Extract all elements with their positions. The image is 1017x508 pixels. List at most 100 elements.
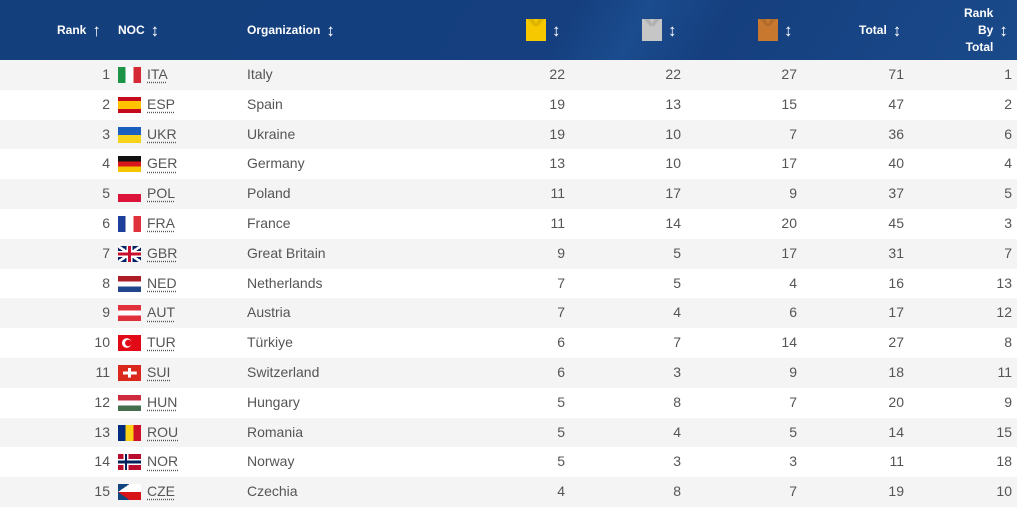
rank-by-total-cell: 10 — [996, 483, 1012, 500]
sort-icon: ↕ — [892, 20, 902, 40]
sort-icon: ↕ — [150, 20, 160, 40]
noc-link[interactable]: POL — [147, 185, 176, 202]
total-column-header[interactable]: Total ↕ — [859, 0, 901, 60]
sort-ascending-icon: ↑ — [92, 20, 101, 40]
gold-cell: 22 — [549, 66, 565, 82]
table-row[interactable]: 1 ITA Italy 22 22 27 71 1 — [0, 60, 1017, 90]
gold-cell: 6 — [557, 364, 565, 380]
noc-link[interactable]: AUT — [147, 304, 175, 321]
rank-cell: 12 — [94, 393, 110, 410]
flag-ita-icon — [118, 67, 141, 83]
table-row[interactable]: 8 NED Netherlands 7 5 4 16 13 — [0, 269, 1017, 299]
table-row[interactable]: 15 CZE Czechia 4 8 7 19 10 — [0, 477, 1017, 507]
bronze-cell: 20 — [781, 215, 797, 231]
rank-cell: 9 — [102, 304, 110, 321]
noc-link[interactable]: TUR — [147, 334, 176, 351]
total-cell: 16 — [888, 274, 904, 291]
bronze-medal-icon — [758, 19, 778, 41]
table-row[interactable]: 13 ROU Romania 5 4 5 14 15 — [0, 417, 1017, 448]
rank-cell: 4 — [102, 155, 110, 172]
noc-link[interactable]: GER — [147, 155, 178, 172]
table-row[interactable]: 3 UKR Ukraine 19 10 7 36 6 — [0, 119, 1017, 150]
rank-by-total-cell: 6 — [1004, 125, 1012, 142]
table-row[interactable]: 5 POL Poland 11 17 9 37 5 — [0, 179, 1017, 209]
rank-cell: 5 — [102, 185, 110, 202]
rank-column-header[interactable]: Rank ↑ — [57, 0, 101, 60]
table-row[interactable]: 9 AUT Austria 7 4 6 17 12 — [0, 298, 1017, 329]
sort-icon: ↕ — [326, 20, 335, 40]
silver-cell: 3 — [673, 364, 681, 380]
noc-link[interactable]: CZE — [147, 483, 175, 500]
table-row[interactable]: 2 ESP Spain 19 13 15 47 2 — [0, 90, 1017, 120]
rank-cell: 10 — [94, 334, 110, 351]
organization-header-label: Organization — [247, 23, 321, 37]
noc-link[interactable]: FRA — [147, 215, 175, 231]
bronze-column-header[interactable]: ↕ — [758, 0, 793, 60]
rank-cell: 13 — [94, 423, 110, 440]
organization-cell: Hungary — [247, 393, 300, 410]
gold-column-header[interactable]: ↕ — [526, 0, 561, 60]
bronze-cell: 3 — [789, 453, 797, 470]
organization-column-header[interactable]: Organization ↕ — [247, 0, 335, 60]
rank-by-total-header-label: Rank By Total — [964, 5, 994, 54]
rank-by-total-cell: 12 — [996, 304, 1012, 321]
rank-cell: 14 — [94, 453, 110, 470]
bronze-cell: 6 — [789, 304, 797, 321]
noc-link[interactable]: UKR — [147, 125, 177, 142]
noc-link[interactable]: NED — [147, 274, 177, 291]
gold-cell: 6 — [557, 334, 565, 351]
bronze-cell: 5 — [789, 423, 797, 440]
silver-cell: 5 — [673, 244, 681, 261]
rank-cell: 6 — [102, 215, 110, 231]
rank-by-total-cell: 7 — [1004, 244, 1012, 261]
flag-esp-icon — [118, 96, 141, 113]
table-row[interactable]: 7 GBR Great Britain 9 5 17 31 7 — [0, 238, 1017, 269]
total-cell: 14 — [888, 423, 904, 440]
total-cell: 45 — [888, 215, 904, 231]
noc-link[interactable]: NOR — [147, 453, 179, 470]
silver-column-header[interactable]: ↕ — [642, 0, 677, 60]
table-row[interactable]: 6 FRA France 11 14 20 45 3 — [0, 209, 1017, 239]
rank-by-total-cell: 8 — [1004, 334, 1012, 351]
noc-link[interactable]: ESP — [147, 95, 176, 112]
gold-cell: 5 — [557, 423, 565, 440]
total-cell: 36 — [888, 125, 904, 142]
table-row[interactable]: 12 HUN Hungary 5 8 7 20 9 — [0, 388, 1017, 418]
organization-cell: Norway — [247, 453, 295, 470]
organization-cell: Switzerland — [247, 364, 320, 380]
noc-link[interactable]: ROU — [147, 423, 179, 440]
flag-aut-icon — [118, 305, 141, 322]
bronze-cell: 7 — [789, 393, 797, 410]
noc-link[interactable]: HUN — [147, 393, 178, 410]
gold-cell: 4 — [557, 483, 565, 500]
rank-cell: 3 — [102, 125, 110, 142]
bronze-cell: 15 — [781, 95, 797, 112]
silver-cell: 22 — [665, 66, 681, 82]
table-row[interactable]: 14 NOR Norway 5 3 3 11 18 — [0, 447, 1017, 477]
noc-link[interactable]: ITA — [147, 66, 168, 82]
rank-by-total-cell: 5 — [1004, 185, 1012, 202]
table-row[interactable]: 11 SUI Switzerland 6 3 9 18 11 — [0, 358, 1017, 388]
organization-cell: Austria — [247, 304, 291, 321]
rank-cell: 7 — [102, 244, 110, 261]
bronze-cell: 14 — [781, 334, 797, 351]
flag-pol-icon — [118, 186, 141, 203]
total-header-label: Total — [859, 23, 887, 37]
bronze-cell: 7 — [789, 483, 797, 500]
noc-link[interactable]: SUI — [147, 364, 171, 380]
bronze-cell: 27 — [781, 66, 797, 82]
flag-fra-icon — [118, 216, 141, 232]
organization-cell: France — [247, 215, 291, 231]
rank-by-total-column-header[interactable]: Rank By Total ↕ — [964, 0, 1008, 60]
silver-cell: 4 — [673, 423, 681, 440]
table-row[interactable]: 10 TUR Türkiye 6 7 14 27 8 — [0, 328, 1017, 358]
noc-column-header[interactable]: NOC ↕ — [118, 0, 159, 60]
table-row[interactable]: 4 GER Germany 13 10 17 40 4 — [0, 149, 1017, 179]
total-cell: 40 — [888, 155, 904, 172]
rank-by-total-cell: 15 — [996, 423, 1012, 440]
noc-link[interactable]: GBR — [147, 244, 178, 261]
gold-cell: 19 — [549, 95, 565, 112]
organization-cell: Romania — [247, 423, 304, 440]
flag-tur-icon — [118, 335, 141, 352]
rank-by-total-cell: 1 — [1004, 66, 1012, 82]
